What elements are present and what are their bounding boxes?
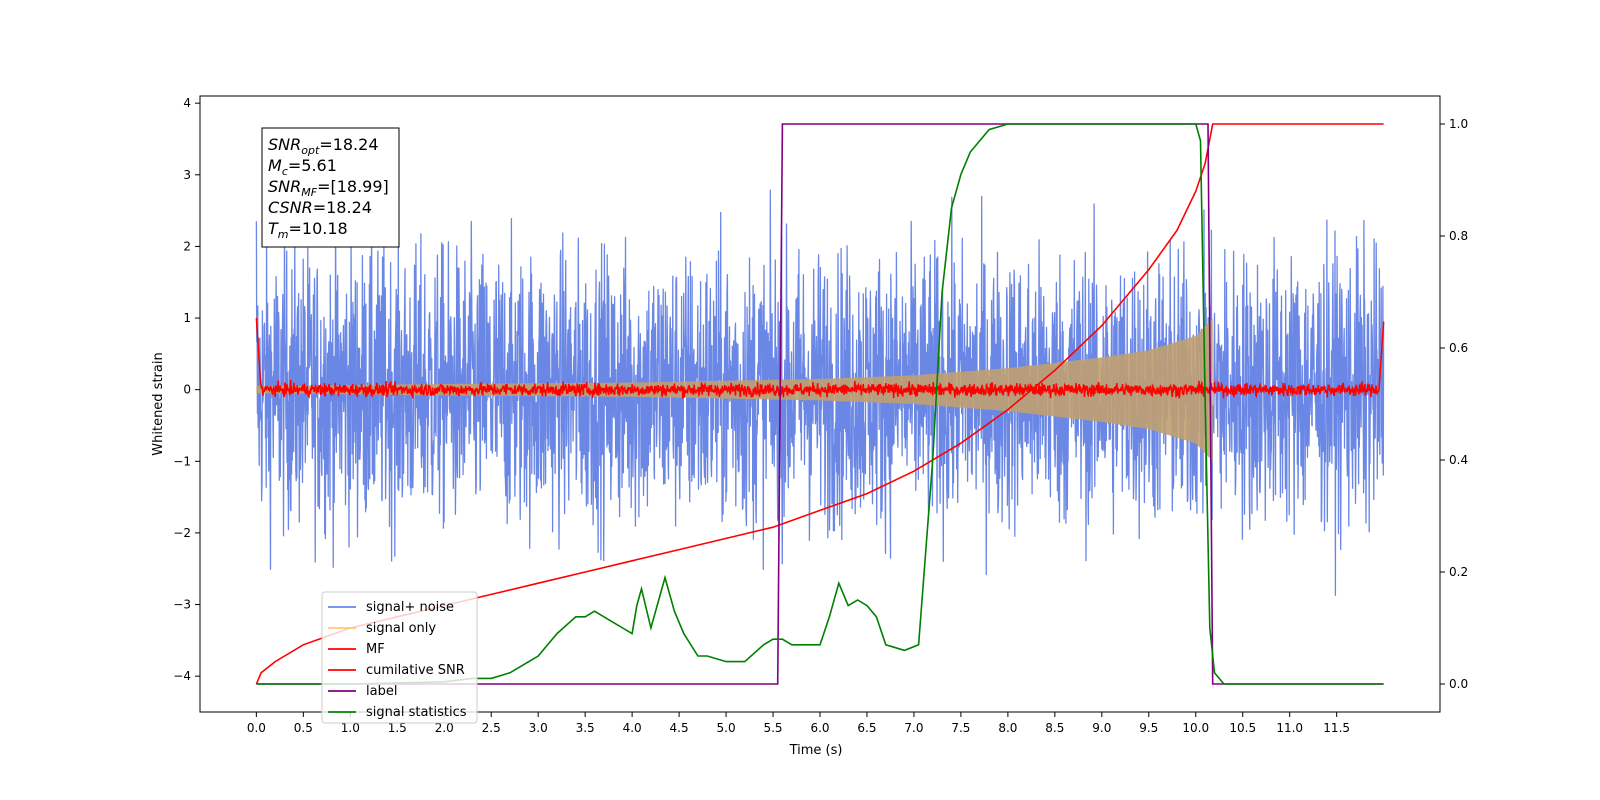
info-line: SNRMF=[18.99] [268,177,389,199]
y2-tick-label: 0.2 [1449,565,1468,579]
x-tick-label: 2.0 [435,721,454,735]
x-tick-label: 11.0 [1276,721,1303,735]
y-tick-label: 1 [183,311,191,325]
x-tick-label: 10.0 [1182,721,1209,735]
legend-frame [321,591,478,724]
x-axis-label: Time (s) [789,743,843,758]
x-tick-label: 0.0 [247,721,266,735]
x-tick-label: 9.0 [1092,721,1111,735]
y-tick-label: 3 [183,168,191,182]
y-tick-label: 0 [183,383,191,397]
info-line: Mc=5.61 [268,156,337,178]
y2-tick-label: 0.0 [1449,677,1468,691]
x-tick-label: 4.5 [670,721,689,735]
y-tick-label: 4 [183,96,191,110]
y2-tick-label: 1.0 [1449,117,1468,131]
info-line: CSNR=18.24 [268,198,372,217]
x-tick-label: 3.0 [529,721,548,735]
legend: signal+ noise signal only MF cumilative SNR… [321,591,478,724]
x-tick-label: 8.0 [998,721,1017,735]
x-tick-label: 1.5 [388,721,407,735]
series-mf [255,317,1385,399]
y2-tick-label: 0.4 [1449,453,1468,467]
legend-entry: label [366,684,397,699]
y-tick-label: −4 [173,669,191,683]
y2-tick-label: 0.6 [1449,341,1468,355]
legend-entry: cumilative SNR [366,663,465,678]
y-tick-label: −2 [173,526,191,540]
x-tick-label: 6.0 [810,721,829,735]
x-tick-label: 4.0 [623,721,642,735]
x-tick-label: 7.0 [904,721,923,735]
series-signal-noise [255,189,1385,596]
x-tick-label: 0.5 [294,721,313,735]
x-tick-label: 9.5 [1139,721,1158,735]
axes: Time (s) Whitened strain 0.0 0.5 1.0 1.5 2.0… [151,95,1468,758]
x-tick-label: 2.5 [482,721,501,735]
legend-entry: signal+ noise [366,600,454,615]
x-tick-label: 7.5 [951,721,970,735]
legend-entry: signal only [366,621,436,636]
x-tick-label: 6.5 [857,721,876,735]
info-line: Tm=10.18 [268,219,348,241]
y-tick-label: −3 [173,598,191,612]
x-tick-label: 3.5 [576,721,595,735]
x-tick-label: 5.5 [763,721,782,735]
y2-tick-label: 0.8 [1449,229,1468,243]
info-box: SNRopt=18.24Mc=5.61SNRMF=[18.99]CSNR=18.… [261,127,400,248]
info-box-frame [261,127,400,248]
x-tick-label: 10.5 [1229,721,1256,735]
x-tick-label: 11.5 [1323,721,1350,735]
x-tick-label: 5.0 [717,721,736,735]
x-tick-label: 8.5 [1045,721,1064,735]
y-tick-label: −1 [173,454,191,468]
y-axis-label: Whitened strain [151,352,166,455]
x-tick-label: 1.0 [341,721,360,735]
legend-entry: signal statistics [366,705,467,720]
y-tick-label: 2 [183,239,191,253]
info-line: SNRopt=18.24 [268,135,379,157]
series-signal-statistics [256,123,1384,685]
legend-entry: MF [366,642,385,657]
